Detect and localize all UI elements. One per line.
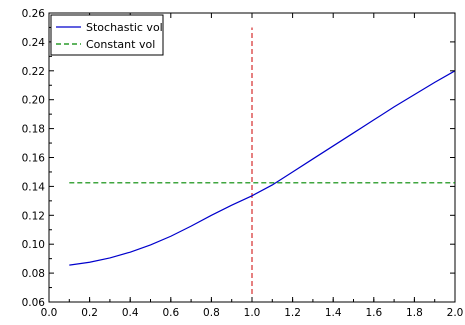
y-tick-label: 0.14 (22, 181, 46, 193)
legend-label: Constant vol (86, 38, 155, 51)
x-tick-label: 0.8 (203, 307, 220, 319)
y-tick-label: 0.16 (22, 153, 46, 165)
x-tick-label: 1.4 (325, 307, 342, 319)
x-tick-label: 0.6 (162, 307, 179, 319)
x-tick-label: 1.8 (406, 307, 423, 319)
x-tick-label: 1.6 (365, 307, 382, 319)
x-tick-label: 2.0 (447, 307, 464, 319)
x-tick-label: 0.2 (81, 307, 98, 319)
y-tick-label: 0.22 (22, 66, 45, 78)
legend: Stochastic vol Constant vol (50, 14, 164, 56)
x-axis: 0.0 0.2 0.4 0.6 0.8 1.0 1.2 1.4 1.6 1.8 2.0 (41, 13, 464, 319)
y-axis: 0.06 0.08 0.10 0.12 0.14 0.16 0.18 0.20 0.22 0.24… (22, 8, 455, 309)
legend-box (50, 14, 164, 56)
y-tick-label: 0.08 (22, 268, 45, 280)
x-tick-label: 0.4 (122, 307, 139, 319)
y-tick-label: 0.12 (22, 210, 45, 222)
legend-label: Stochastic vol (86, 21, 163, 34)
y-tick-label: 0.20 (22, 95, 45, 107)
x-tick-label: 1.2 (284, 307, 301, 319)
y-tick-label: 0.26 (22, 8, 46, 20)
series-line-stochastic-vol (69, 70, 456, 266)
y-tick-label: 0.10 (22, 239, 45, 251)
series-group (69, 70, 456, 266)
y-tick-label: 0.06 (22, 297, 46, 309)
x-tick-label: 0.0 (41, 307, 58, 319)
y-tick-label: 0.24 (22, 37, 46, 49)
x-tick-label: 1.0 (244, 307, 261, 319)
y-tick-label: 0.18 (22, 124, 45, 136)
